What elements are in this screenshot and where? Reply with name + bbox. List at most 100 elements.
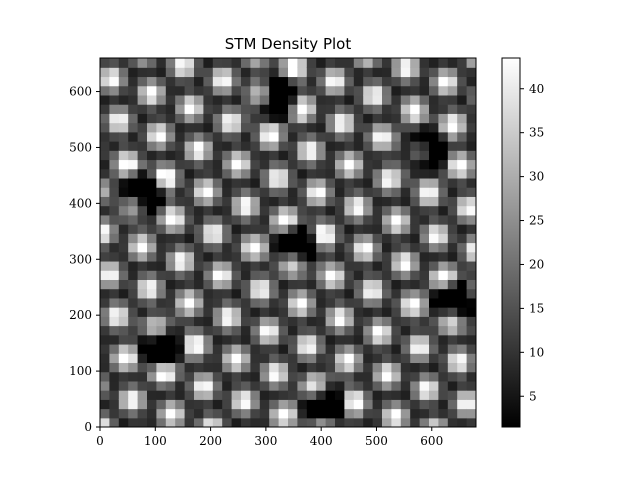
heatmap-cell — [457, 58, 468, 68]
heatmap-cell — [222, 297, 233, 308]
heatmap-cell — [447, 233, 458, 244]
heatmap-cell — [419, 399, 430, 410]
heatmap-cell — [118, 94, 129, 105]
heatmap-cell — [288, 260, 298, 271]
heatmap-cell — [306, 260, 317, 271]
heatmap-cell — [429, 159, 439, 170]
heatmap-cell — [241, 150, 251, 161]
heatmap-cell — [335, 122, 345, 133]
heatmap-cell — [391, 288, 402, 299]
heatmap-cell — [353, 343, 364, 354]
heatmap-cell — [400, 316, 411, 327]
heatmap-cell — [429, 214, 439, 225]
heatmap-cell — [222, 224, 233, 234]
heatmap-cell — [457, 122, 468, 133]
heatmap-cell — [429, 371, 439, 382]
heatmap-cell — [419, 58, 430, 68]
heatmap-cell — [241, 307, 251, 317]
heatmap-cell — [100, 233, 110, 244]
heatmap-cell — [109, 288, 120, 299]
heatmap-cell — [400, 362, 411, 373]
heatmap-cell — [466, 417, 476, 427]
heatmap-cell — [382, 334, 392, 345]
heatmap-cell — [175, 399, 186, 410]
heatmap-cell — [363, 288, 374, 299]
heatmap-cell — [175, 187, 186, 197]
heatmap-cell — [156, 307, 167, 317]
heatmap-cell — [325, 362, 336, 373]
heatmap-cell — [109, 122, 120, 133]
heatmap-cell — [259, 307, 270, 317]
heatmap-cell — [466, 371, 476, 382]
heatmap-cell — [316, 362, 327, 373]
heatmap-cell — [382, 131, 392, 142]
heatmap-cell — [175, 131, 186, 142]
heatmap-cell — [212, 380, 223, 391]
heatmap-cell — [203, 297, 214, 308]
heatmap-cell — [353, 334, 364, 345]
heatmap-cell — [137, 67, 148, 78]
heatmap-cell — [372, 94, 383, 105]
heatmap-cell — [222, 334, 233, 345]
heatmap-cell — [372, 390, 383, 400]
heatmap-cell — [382, 380, 392, 391]
heatmap-cell — [382, 251, 392, 262]
heatmap-cell — [137, 270, 148, 280]
heatmap-cell — [457, 316, 468, 327]
heatmap-cell — [316, 343, 327, 354]
heatmap-cell — [363, 85, 374, 96]
heatmap-cell — [429, 334, 439, 345]
heatmap-cell — [391, 242, 402, 253]
heatmap-cell — [278, 307, 289, 317]
heatmap-cell — [344, 233, 355, 244]
heatmap-cell — [184, 288, 195, 299]
heatmap-cell — [400, 67, 411, 78]
heatmap-cell — [363, 334, 374, 345]
heatmap-cell — [410, 177, 421, 188]
heatmap-cell — [278, 417, 289, 427]
heatmap-cell — [372, 214, 383, 225]
heatmap-cell — [344, 177, 355, 188]
heatmap-cell — [100, 113, 110, 124]
heatmap-cell — [184, 279, 195, 290]
heatmap-cell — [344, 242, 355, 253]
heatmap-cell — [278, 362, 289, 373]
heatmap-cell — [128, 122, 139, 133]
heatmap-cell — [184, 297, 195, 308]
heatmap-cell — [419, 325, 430, 336]
heatmap-cell — [175, 334, 186, 345]
heatmap-cell — [457, 233, 468, 244]
heatmap-cell — [353, 362, 364, 373]
heatmap-image — [100, 58, 476, 427]
heatmap-cell — [231, 343, 242, 354]
heatmap-cell — [203, 58, 214, 68]
heatmap-cell — [447, 288, 458, 299]
heatmap-cell — [100, 343, 110, 354]
heatmap-cell — [269, 233, 280, 244]
heatmap-cell — [353, 371, 364, 382]
heatmap-cell — [306, 122, 317, 133]
heatmap-cell — [382, 417, 392, 427]
heatmap-cell — [165, 325, 176, 336]
heatmap-cell — [382, 214, 392, 225]
heatmap-cell — [118, 390, 129, 400]
heatmap-cell — [410, 122, 421, 133]
heatmap-cell — [100, 242, 110, 253]
heatmap-cell — [363, 251, 374, 262]
heatmap-cell — [147, 399, 157, 410]
heatmap-cell — [438, 260, 449, 271]
heatmap-cell — [212, 288, 223, 299]
heatmap-cell — [344, 85, 355, 96]
heatmap-cell — [165, 196, 176, 207]
heatmap-cell — [410, 233, 421, 244]
heatmap-cell — [400, 104, 411, 114]
heatmap-cell — [438, 288, 449, 299]
heatmap-cell — [288, 307, 298, 317]
heatmap-cell — [400, 279, 411, 290]
heatmap-cell — [288, 380, 298, 391]
heatmap-cell — [203, 85, 214, 96]
heatmap-cell — [316, 334, 327, 345]
heatmap-cell — [306, 168, 317, 179]
heatmap-cell — [325, 168, 336, 179]
heatmap-cell — [466, 307, 476, 317]
